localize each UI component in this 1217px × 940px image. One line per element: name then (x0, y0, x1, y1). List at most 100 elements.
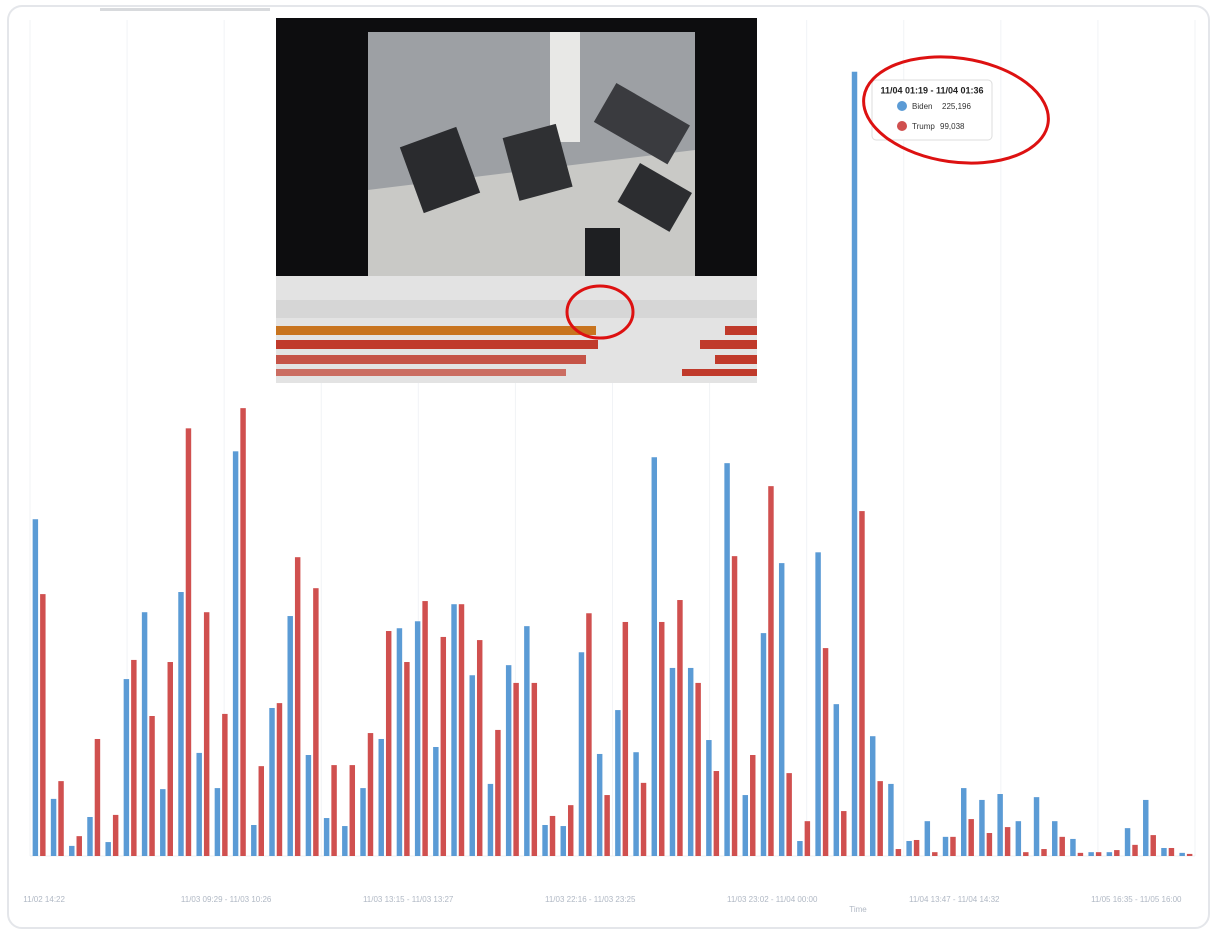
legend-label: Trump (912, 122, 935, 131)
tooltip-value: 99,038 (940, 122, 965, 131)
bar (87, 817, 92, 856)
legend-marker (897, 121, 907, 131)
bar (695, 683, 700, 856)
bar (677, 600, 682, 856)
bar (961, 788, 966, 856)
timeline-track (276, 326, 596, 335)
bar (859, 511, 864, 856)
bar (295, 557, 300, 856)
bar (105, 842, 110, 856)
bar (979, 800, 984, 856)
bar (641, 783, 646, 856)
bar (1078, 853, 1083, 856)
bar (77, 836, 82, 856)
bar (233, 451, 238, 856)
bar (652, 457, 657, 856)
bar (914, 840, 919, 856)
bar (51, 799, 56, 856)
bar (870, 736, 875, 856)
bar (532, 683, 537, 856)
bar (670, 668, 675, 856)
legend-label: Biden (912, 102, 932, 111)
bar (251, 825, 256, 856)
bar (888, 784, 893, 856)
bar (1005, 827, 1010, 856)
bar (168, 662, 173, 856)
bar (768, 486, 773, 856)
bar (1096, 852, 1101, 856)
timeline-track (276, 355, 586, 364)
bar (997, 794, 1002, 856)
bar (586, 613, 591, 856)
bar (277, 703, 282, 856)
bar (350, 765, 355, 856)
bar (877, 781, 882, 856)
bar (1114, 850, 1119, 856)
bar (925, 821, 930, 856)
bar (1132, 845, 1137, 856)
bar (743, 795, 748, 856)
bar (331, 765, 336, 856)
bar (1161, 848, 1166, 856)
bar (568, 805, 573, 856)
bar (1016, 821, 1021, 856)
tooltip-value: 225,196 (942, 102, 971, 111)
x-axis-title: Time (849, 905, 867, 914)
bar (968, 819, 973, 856)
bar (196, 753, 201, 856)
bar (386, 631, 391, 856)
bar (488, 784, 493, 856)
tooltip-title: 11/04 01:19 - 11/04 01:36 (880, 85, 983, 95)
bar (550, 816, 555, 856)
bar (579, 652, 584, 856)
bar (841, 811, 846, 856)
bar (815, 552, 820, 856)
bar (1041, 849, 1046, 856)
bar (524, 626, 529, 856)
bar (659, 622, 664, 856)
bar (1187, 854, 1192, 856)
x-tick-label: 11/03 13:15 - 11/03 13:27 (363, 895, 454, 904)
bar (259, 766, 264, 856)
video-box (585, 228, 620, 276)
bar (604, 795, 609, 856)
bar (495, 730, 500, 856)
bar (688, 668, 693, 856)
bar (906, 841, 911, 856)
timeline-track (700, 340, 757, 349)
legend-marker (897, 101, 907, 111)
bar (342, 826, 347, 856)
x-tick-label: 11/03 22:16 - 11/03 23:25 (545, 895, 636, 904)
bar (186, 428, 191, 856)
bar (761, 633, 766, 856)
x-tick-label: 11/03 09:29 - 11/03 10:26 (181, 895, 272, 904)
bar (58, 781, 63, 856)
bar (714, 771, 719, 856)
bar (397, 628, 402, 856)
bar (222, 714, 227, 856)
bar (1052, 821, 1057, 856)
bar (1023, 852, 1028, 856)
bar (1088, 852, 1093, 856)
bar (805, 821, 810, 856)
bar (40, 594, 45, 856)
x-tick-label: 11/03 23:02 - 11/04 00:00 (727, 895, 818, 904)
bar (1143, 800, 1148, 856)
timeline-ruler (276, 300, 757, 318)
video-inset (276, 18, 757, 383)
bar (506, 665, 511, 856)
bar (1107, 852, 1112, 856)
bar (477, 640, 482, 856)
chart: 11/02 14:2211/03 09:29 - 11/03 10:2611/0… (0, 0, 1217, 935)
bar (932, 852, 937, 856)
bar (724, 463, 729, 856)
timeline-track (725, 326, 757, 335)
bar (215, 788, 220, 856)
bar (834, 704, 839, 856)
bar (313, 588, 318, 856)
bar (124, 679, 129, 856)
timeline-track (276, 369, 566, 376)
bar (797, 841, 802, 856)
bar (750, 755, 755, 856)
bar (896, 849, 901, 856)
